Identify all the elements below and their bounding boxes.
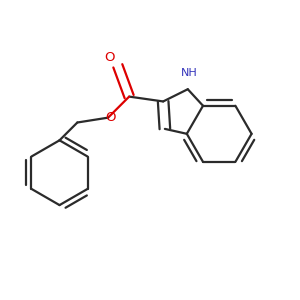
Text: NH: NH bbox=[181, 68, 198, 78]
Text: O: O bbox=[105, 111, 116, 124]
Text: O: O bbox=[104, 51, 115, 64]
